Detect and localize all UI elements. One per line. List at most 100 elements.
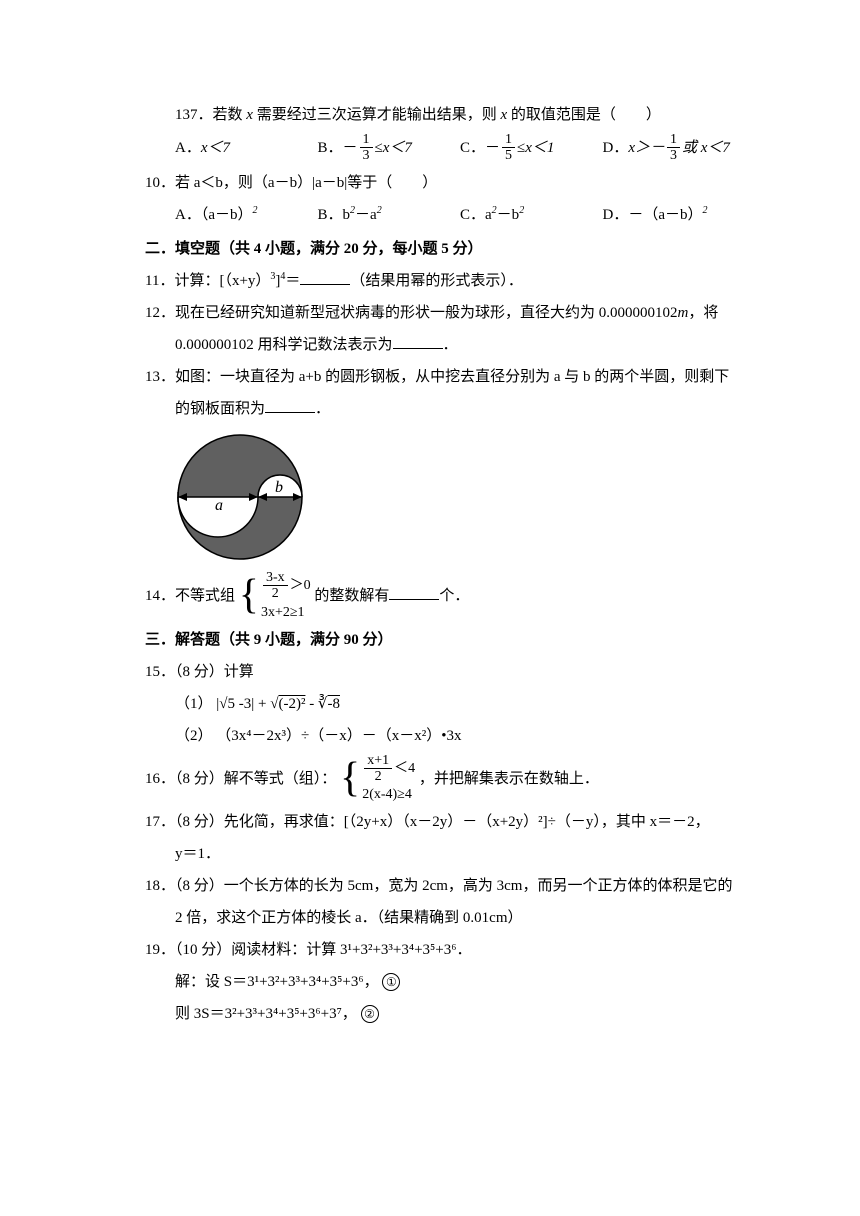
optA-label: A． xyxy=(175,133,201,163)
q14-brace-content: 3-x2＞0 3x+2≥1 xyxy=(261,570,311,623)
q14-expr1: 3-x2＞0 xyxy=(261,570,311,602)
optC-var: x＜1 xyxy=(525,133,554,163)
q16-pre: 16．（8 分）解不等式（组）： xyxy=(145,770,336,786)
circle-diagram-svg: a b xyxy=(175,432,305,562)
q16-num: x+1 xyxy=(364,753,392,769)
q14-expr2: 3x+2≥1 xyxy=(261,602,311,623)
optC-sup2: 2 xyxy=(519,205,524,216)
q14-den: 2 xyxy=(269,586,282,601)
optB-sup2: 2 xyxy=(377,205,382,216)
q19-line1: 19．（10 分）阅读材料：计算 3¹+3²+3³+3⁴+3⁵+3⁶． xyxy=(145,935,745,965)
q12-line1: 12．现在已经研究知道新型冠状病毒的形状一般为球形，直径大约为 0.000000… xyxy=(145,298,745,328)
q16-op: ＜4 xyxy=(394,761,415,776)
q137-suffix: 的取值范围是（ ） xyxy=(507,107,661,123)
q13-post: ． xyxy=(315,401,330,417)
optB-text: B．b xyxy=(318,207,351,223)
q12-pre2: 0.000000102 用科学记数法表示为 xyxy=(175,337,393,353)
q18-line2: 2 倍，求这个正方体的棱长 a．（结果精确到 0.01cm） xyxy=(145,903,745,933)
circled-2-icon: ② xyxy=(361,1005,379,1023)
q137-optA: A． x＜7 xyxy=(175,132,318,164)
q19-line2: 解：设 S＝3¹+3²+3³+3⁴+3⁵+3⁶， ① xyxy=(145,967,745,997)
optD-text: D．－（a－b） xyxy=(603,207,703,223)
q10-optA: A．（a－b）2 xyxy=(175,200,318,230)
q12-post: ，将 xyxy=(688,305,718,321)
optA-expr: x＜7 xyxy=(201,133,230,163)
q15-p1-expr: |√5 -3| + √(-2)² - ∛-8 xyxy=(216,696,340,712)
q12-line2: 0.000000102 用科学记数法表示为 ． xyxy=(145,330,745,360)
circled-1-icon: ① xyxy=(382,973,400,991)
q15-p2-expr: （3x⁴－2x³）÷（－x）－（x－x²）•3x xyxy=(216,728,461,744)
q137-indent xyxy=(145,107,175,123)
q137-optD: D． x＞－ 13 或 x＜7 xyxy=(603,132,746,164)
q16: 16．（8 分）解不等式（组）： { x+12 ＜4 2(x-4)≥4 ，并把解集… xyxy=(145,753,745,806)
q17-line2-text: y＝1． xyxy=(175,846,220,862)
q14-blank xyxy=(389,585,439,600)
optD-sup: 2 xyxy=(703,205,708,216)
q16-expr2: 2(x-4)≥4 xyxy=(362,784,415,805)
q17-line2: y＝1． xyxy=(145,839,745,869)
q11-eq: ＝ xyxy=(285,273,300,289)
q10-optC: C．a2－b2 xyxy=(460,200,603,230)
q14-pre: 14．不等式组 xyxy=(145,588,235,604)
q137-optB: B．－ 13 ≤ x＜7 xyxy=(318,132,461,164)
label-a: a xyxy=(215,497,223,514)
q15-p2-label: （2） xyxy=(175,728,213,744)
q10-options: A．（a－b）2 B．b2－a2 C．a2－b2 D．－（a－b）2 xyxy=(145,200,745,230)
optB-mid: －a xyxy=(355,207,377,223)
optD-num: 1 xyxy=(667,132,680,148)
q13-blank xyxy=(265,398,315,413)
q15-header: 15．（8 分）计算 xyxy=(145,657,745,687)
q11-suffix: （结果用幂的形式表示）． xyxy=(350,273,523,289)
optC-den: 5 xyxy=(502,148,515,163)
q16-expr1: x+12 ＜4 xyxy=(362,753,415,785)
brace-icon: { xyxy=(239,579,259,613)
optB-label: B．－ xyxy=(318,133,358,163)
q13-figure: a b xyxy=(175,432,305,562)
q19-l3-pre: 则 3S＝3²+3³+3⁴+3⁵+3⁶+3⁷， xyxy=(175,1006,357,1022)
q137-prefix: 137．若数 xyxy=(175,107,246,123)
optB-num: 1 xyxy=(360,132,373,148)
q19-line3: 则 3S＝3²+3³+3⁴+3⁵+3⁶+3⁷， ② xyxy=(145,999,745,1029)
optD-expr1: x＞－ xyxy=(628,133,665,163)
optD-expr2: 或 x＜7 xyxy=(682,133,730,163)
q137-options: A． x＜7 B．－ 13 ≤ x＜7 C．－ 15 ≤ x＜1 D． x＞－ … xyxy=(145,132,745,164)
optC-mid: －b xyxy=(497,207,520,223)
optC-label: C．－ xyxy=(460,133,500,163)
q137-var1: x xyxy=(246,107,253,123)
q18-line1: 18．（8 分）一个长方体的长为 5cm，宽为 2cm，高为 3cm，而另一个正… xyxy=(145,871,745,901)
optB-var: x＜7 xyxy=(383,133,412,163)
q13-line1: 13．如图：一块直径为 a+b 的圆形钢板，从中挖去直径分别为 a 与 b 的两… xyxy=(145,362,745,392)
q11-pre: 11．计算：[（x+y） xyxy=(145,273,270,289)
q15-part1: （1） |√5 -3| + √(-2)² - ∛-8 xyxy=(145,689,745,719)
q13-line2: 的钢板面积为 ． xyxy=(145,394,745,424)
q10-stem: 10．若 a＜b，则（a－b）|a－b|等于（ ） xyxy=(145,168,745,198)
q12-post2: ． xyxy=(443,337,458,353)
q14-mid: 的整数解有 xyxy=(314,588,389,604)
section2-header: 二．填空题（共 4 小题，满分 20 分，每小题 5 分） xyxy=(145,234,745,264)
q17-line1: 17．（8 分）先化简，再求值：[（2y+x）（x－2y）－（x+2y）²]÷（… xyxy=(145,807,745,837)
optD-den: 3 xyxy=(667,148,680,163)
q16-post: ，并把解集表示在数轴上． xyxy=(419,770,599,786)
label-b: b xyxy=(275,479,283,496)
q15-p1-label: （1） xyxy=(175,696,213,712)
q14-post: 个． xyxy=(439,588,469,604)
q11-blank xyxy=(300,270,350,285)
optC-num: 1 xyxy=(502,132,515,148)
q16-den: 2 xyxy=(372,769,385,784)
q13-pre: 的钢板面积为 xyxy=(175,401,265,417)
optA-sup: 2 xyxy=(253,205,258,216)
q14-brace: { 3-x2＞0 3x+2≥1 xyxy=(239,570,311,623)
optC-le: ≤ xyxy=(517,133,525,163)
q12-pre: 12．现在已经研究知道新型冠状病毒的形状一般为球形，直径大约为 0.000000… xyxy=(145,305,678,321)
q10-optD: D．－（a－b）2 xyxy=(603,200,746,230)
q10-text: 10．若 a＜b，则（a－b）|a－b|等于（ ） xyxy=(145,175,437,191)
q10-optB: B．b2－a2 xyxy=(318,200,461,230)
q11: 11．计算：[（x+y）3]4＝（结果用幂的形式表示）． xyxy=(145,266,745,296)
brace-icon-2: { xyxy=(340,762,360,796)
q19-l2-pre: 解：设 S＝3¹+3²+3³+3⁴+3⁵+3⁶， xyxy=(175,974,379,990)
q137-mid: 需要经过三次运算才能输出结果，则 xyxy=(253,107,501,123)
optB-den: 3 xyxy=(360,148,373,163)
q14-op: ＞0 xyxy=(290,578,311,593)
optC-frac: 15 xyxy=(502,132,515,164)
q12-blank xyxy=(393,334,443,349)
